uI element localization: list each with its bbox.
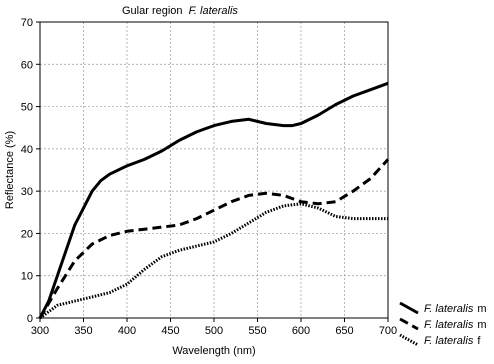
- x-tick-label: 450: [161, 325, 179, 337]
- y-tick-label: 40: [21, 144, 33, 156]
- y-tick-label: 0: [27, 313, 33, 325]
- x-tick-label: 400: [118, 325, 136, 337]
- legend-swatch-2: [399, 317, 419, 331]
- y-tick-label: 50: [21, 102, 33, 114]
- x-tick-label: 600: [292, 325, 310, 337]
- series-line-3: [39, 202, 388, 320]
- x-tick-label: 300: [31, 325, 49, 337]
- x-tick-label: 550: [248, 325, 266, 337]
- chart-title-prefix: Gular region: [122, 5, 183, 17]
- series-line-2: [38, 158, 390, 319]
- grid-lines: [40, 22, 388, 318]
- x-tick-label: 700: [379, 325, 397, 337]
- y-tick-label: 60: [21, 59, 33, 71]
- x-axis-label: Wavelength (nm): [172, 345, 255, 357]
- legend-label-3: F. lateralis f: [424, 335, 481, 347]
- series-line-1: [38, 81, 389, 319]
- y-tick-label: 30: [21, 186, 33, 198]
- legend-swatch-1: [399, 301, 419, 315]
- x-tick-label: 500: [205, 325, 223, 337]
- series-lines: [38, 81, 390, 320]
- legend-sex: m: [477, 303, 486, 315]
- y-tick-label: 10: [21, 271, 33, 283]
- legend-species: F. lateralis: [424, 335, 474, 347]
- legend-species: F. lateralis: [424, 303, 474, 315]
- x-tick-label: 350: [74, 325, 92, 337]
- y-tick-label: 70: [21, 17, 33, 29]
- x-axis-ticks: 300 350 400 450 500 550 600 650 700: [31, 318, 397, 337]
- legend: F. lateralis mF. lateralis mF. lateralis f: [399, 301, 487, 347]
- x-tick-label: 650: [335, 325, 353, 337]
- y-tick-label: 20: [21, 228, 33, 240]
- chart-title-species: F. lateralis: [189, 5, 239, 17]
- y-axis-label: Reflectance (%): [4, 131, 16, 209]
- legend-label-2: F. lateralis m: [424, 319, 487, 331]
- y-axis-ticks: 0 10 20 30 40 50 60 70: [21, 17, 40, 325]
- legend-sex: f: [477, 335, 481, 347]
- legend-label-1: F. lateralis m: [424, 303, 487, 315]
- chart-title: Gular region F. lateralis: [122, 5, 238, 17]
- chart-title-text: Gular region F. lateralis: [122, 5, 238, 17]
- legend-species: F. lateralis: [424, 319, 474, 331]
- legend-sex: m: [477, 319, 486, 331]
- legend-swatch-3: [399, 333, 419, 347]
